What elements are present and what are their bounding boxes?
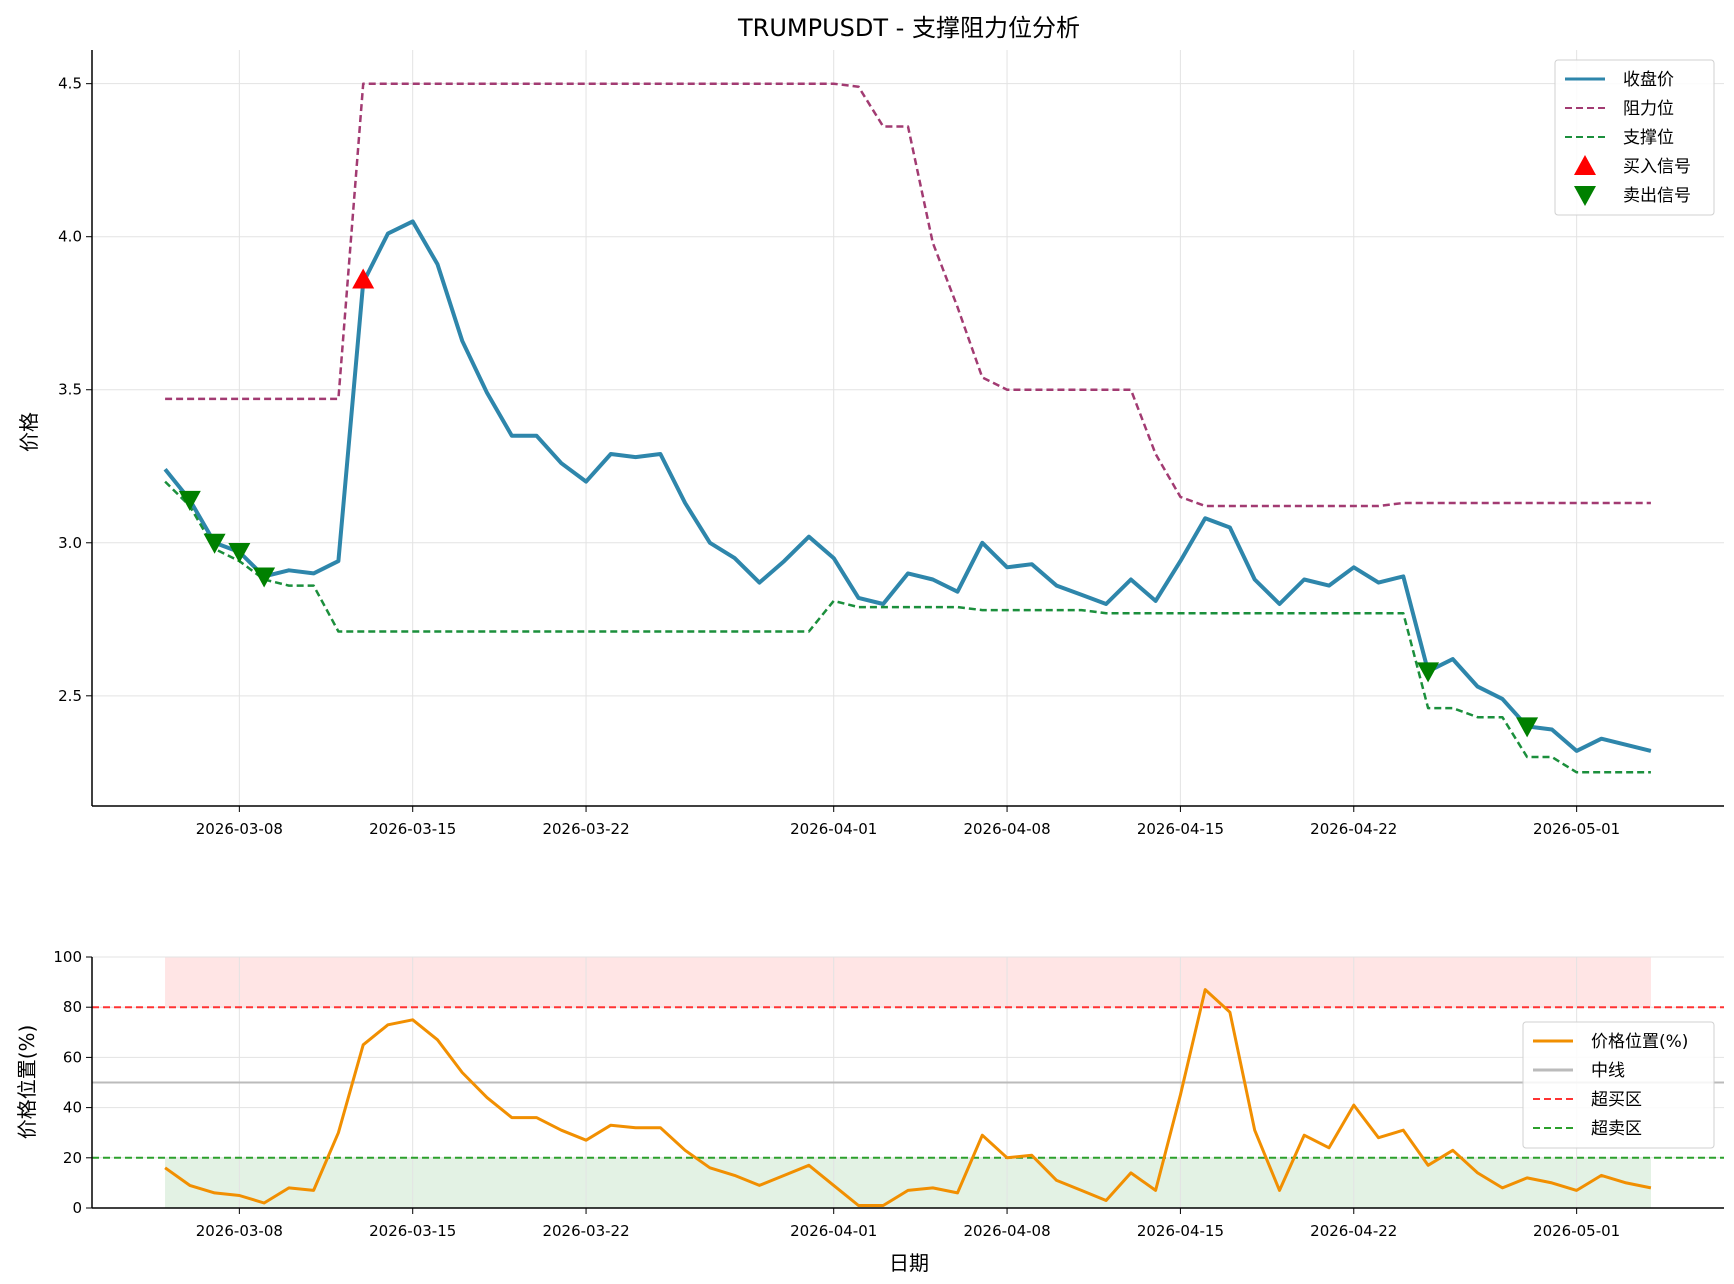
series-line-1	[165, 82, 1651, 508]
y-tick-label: 0	[72, 1199, 82, 1217]
x-tick-label: 2026-03-08	[196, 1222, 283, 1240]
legend-label: 超卖区	[1591, 1119, 1642, 1139]
x-tick-label: 2026-04-01	[790, 1222, 877, 1240]
sell-signal-marker	[1516, 717, 1539, 738]
x-tick-label: 2026-05-01	[1533, 820, 1620, 838]
y-tick-label: 20	[63, 1149, 82, 1167]
y-tick-label: 60	[63, 1048, 82, 1066]
y-tick-label: 80	[63, 998, 82, 1016]
x-tick-label: 2026-03-15	[369, 820, 456, 838]
zone-band-0	[165, 957, 1651, 1008]
sell-signal-marker	[1417, 662, 1440, 683]
legend-label: 收盘价	[1623, 70, 1674, 90]
sell-signal-marker	[203, 533, 226, 554]
legend-label: 超买区	[1591, 1090, 1642, 1110]
bottom-x-axis-title: 日期	[889, 1251, 929, 1275]
legend-label: 买入信号	[1623, 157, 1691, 177]
legend-label: 卖出信号	[1623, 186, 1691, 206]
x-tick-label: 2026-04-15	[1137, 820, 1224, 838]
legend-box	[1522, 1021, 1715, 1149]
legend-label: 支撑位	[1623, 128, 1674, 148]
y-tick-label: 40	[63, 1099, 82, 1117]
sell-signal-marker	[253, 567, 276, 588]
x-tick-label: 2026-04-22	[1310, 1222, 1397, 1240]
bottom-y-axis-title: 价格位置(%)	[15, 1025, 39, 1140]
x-tick-label: 2026-04-08	[963, 820, 1050, 838]
series-line-0	[164, 988, 1652, 1207]
y-tick-label: 100	[53, 948, 82, 966]
buy-signal-marker	[352, 268, 375, 289]
price-panel: 2026-03-08 2026-03-15 2026-03-22 2026-04-01…	[58, 50, 1724, 838]
x-tick-label: 2026-05-01	[1533, 1222, 1620, 1240]
price-position-panel: 2026-03-08 2026-03-15 2026-03-22 2026-04-01…	[53, 948, 1724, 1240]
x-tick-label: 2026-03-08	[196, 820, 283, 838]
x-tick-label: 2026-03-22	[542, 820, 629, 838]
top-y-axis-title: 价格	[17, 412, 41, 452]
x-tick-label: 2026-04-01	[790, 820, 877, 838]
legend-swatch	[1574, 186, 1596, 206]
x-tick-label: 2026-04-22	[1310, 820, 1397, 838]
chart-title: TRUMPUSDT - 支撑阻力位分析	[737, 14, 1080, 42]
x-tick-label: 2026-04-15	[1137, 1222, 1224, 1240]
y-tick-label: 3.5	[58, 381, 82, 399]
series-line-2	[164, 480, 1651, 774]
legend-label: 中线	[1591, 1061, 1625, 1081]
y-tick-label: 4.0	[58, 228, 82, 246]
sell-signal-marker	[178, 490, 201, 511]
series-line-0	[163, 219, 1652, 753]
x-tick-label: 2026-03-22	[542, 1222, 629, 1240]
y-tick-label: 3.0	[58, 534, 82, 552]
x-tick-label: 2026-04-08	[963, 1222, 1050, 1240]
legend-label: 价格位置(%)	[1591, 1032, 1688, 1052]
sell-signal-marker	[228, 542, 251, 563]
legend-label: 阻力位	[1623, 99, 1674, 119]
legend-swatch	[1574, 155, 1596, 175]
legend-box	[1554, 59, 1715, 216]
y-tick-label: 4.5	[58, 75, 82, 93]
y-tick-label: 2.5	[58, 687, 82, 705]
x-tick-label: 2026-03-15	[369, 1222, 456, 1240]
